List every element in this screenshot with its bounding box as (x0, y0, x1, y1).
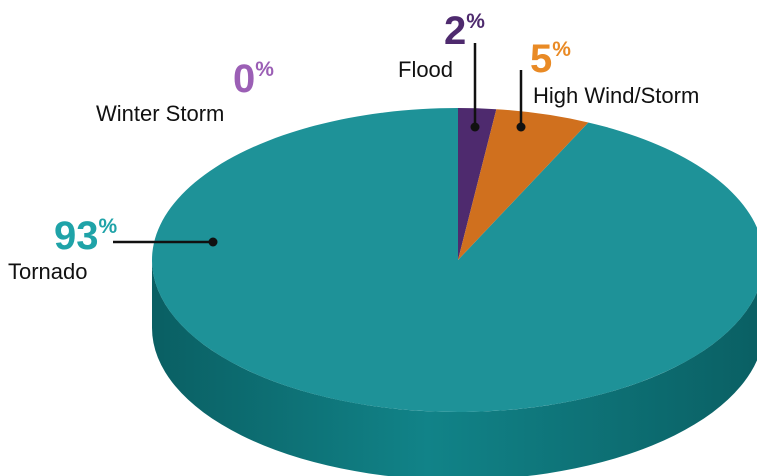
slice-high-wind-storm (458, 109, 589, 260)
leader-line-high-wind-storm (516, 70, 526, 132)
slice-tornado (152, 108, 757, 412)
percent-label-flood: 2% (444, 9, 485, 53)
slice-flood (458, 108, 497, 260)
leader-line-flood (470, 43, 480, 132)
percent-label-winter-storm: 0% (233, 57, 274, 101)
pie-side-wall (152, 260, 757, 476)
percent-label-high-wind-storm: 5% (530, 37, 571, 81)
leader-line-tornado (113, 237, 218, 247)
category-label-high-wind-storm: High Wind/Storm (533, 83, 699, 108)
category-label-tornado: Tornado (8, 259, 88, 284)
percent-label-tornado: 93% (54, 214, 118, 258)
category-label-flood: Flood (398, 57, 453, 82)
category-label-winter-storm: Winter Storm (96, 101, 224, 126)
